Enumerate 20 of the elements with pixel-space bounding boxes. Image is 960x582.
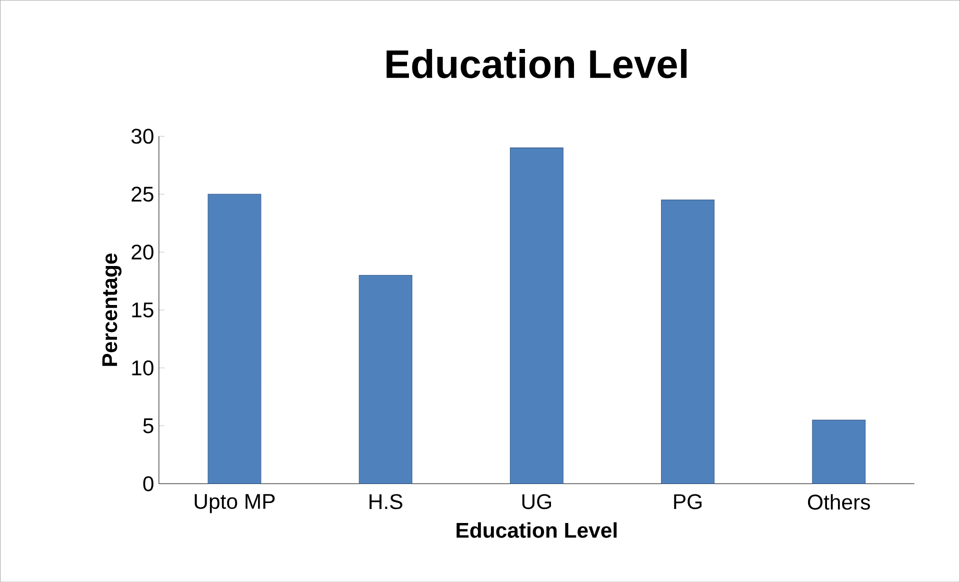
x-axis-title: Education Level xyxy=(456,522,617,538)
y-tick-label: 10 xyxy=(132,360,154,376)
x-tick-label: H.S xyxy=(370,494,402,510)
bar xyxy=(208,194,262,484)
y-tick-label: 5 xyxy=(143,418,154,434)
y-axis-title: Percentage xyxy=(102,253,122,366)
x-tick-label: UG xyxy=(522,494,551,510)
x-tick-label: Upto MP xyxy=(194,494,275,514)
bar xyxy=(812,420,866,484)
y-tick-label: 25 xyxy=(132,186,154,202)
x-tick-label: Others xyxy=(808,494,870,510)
chart-title: Education Level xyxy=(386,48,687,78)
y-tick-label: 20 xyxy=(132,244,154,260)
y-tick-label: 15 xyxy=(132,302,154,318)
bar xyxy=(510,147,564,484)
bar xyxy=(661,200,714,484)
y-tick-label: 30 xyxy=(131,128,154,144)
x-tick-label: PG xyxy=(674,494,702,510)
y-tick-label: 0 xyxy=(143,476,154,492)
bar xyxy=(358,274,412,484)
